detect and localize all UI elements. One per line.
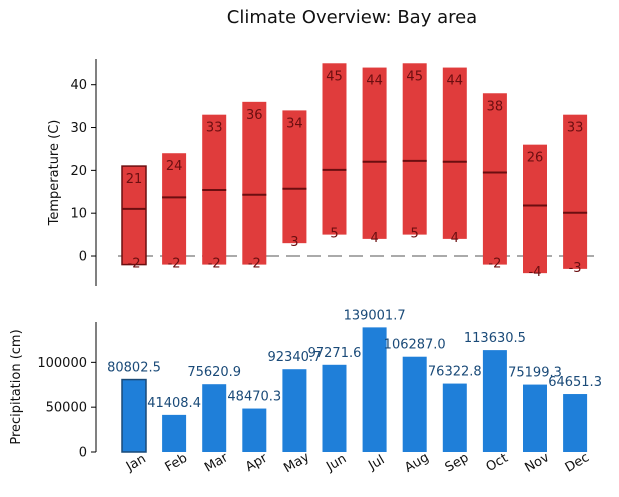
temp-min-label: 5 xyxy=(411,227,419,242)
temp-range-bar-oct xyxy=(482,93,507,265)
x-tick-label: Jun xyxy=(323,451,349,475)
precip-bar-apr xyxy=(242,408,267,452)
chart-title: Climate Overview: Bay area xyxy=(227,7,477,28)
precip-bar-nov xyxy=(523,384,547,452)
temp-range-bar-jul xyxy=(362,67,387,239)
temp-range-bar-nov xyxy=(523,144,547,274)
precip-value-label: 64651.3 xyxy=(548,375,602,390)
precip-value-label: 139001.7 xyxy=(344,308,406,323)
temp-max-label: 33 xyxy=(567,121,584,136)
temp-max-label: 36 xyxy=(246,108,263,123)
temp-range-bar-dec xyxy=(563,114,588,269)
x-tick-label: Oct xyxy=(484,451,511,475)
x-tick-label: Jul xyxy=(365,453,387,474)
temp-max-label: 24 xyxy=(166,159,183,174)
precipitation-panel: 0 50000 100000 Precipitation (cm) 80802.5 Jan… xyxy=(9,308,602,476)
temp-max-label: 38 xyxy=(487,99,504,114)
temp-range-bar-feb xyxy=(162,153,187,265)
temp-max-label: 33 xyxy=(206,121,223,136)
precip-value-label: 113630.5 xyxy=(464,331,526,346)
precip-value-label: 80802.5 xyxy=(107,361,161,376)
x-tick-label: Aug xyxy=(402,450,431,476)
temp-min-label: -2 xyxy=(488,257,501,272)
temp-min-label: 5 xyxy=(330,227,338,242)
precip-value-label: 75620.9 xyxy=(187,365,241,380)
precip-value-label: 92340.7 xyxy=(268,350,322,365)
precip-y-axis-label: Precipitation (cm) xyxy=(9,329,24,444)
x-tick-label: Nov xyxy=(523,450,553,476)
temperature-panel: 0 10 20 30 40 Temperature (C) 21 -2 24 -2 33 -2 36 -2… xyxy=(47,59,600,286)
precip-bar-aug xyxy=(402,356,427,452)
temp-max-label: 45 xyxy=(406,69,423,84)
temp-y-tick-label: 0 xyxy=(79,250,87,265)
precip-bar-jan xyxy=(121,378,147,453)
temp-min-label: 3 xyxy=(290,235,298,250)
precip-bar-sep xyxy=(442,383,467,452)
temp-y-tick-label: 40 xyxy=(70,78,87,93)
x-tick-label: Jan xyxy=(123,451,149,475)
temp-range-bar-aug xyxy=(402,63,427,235)
precip-bar-dec xyxy=(563,394,588,452)
precip-y-tick-label: 0 xyxy=(79,446,87,461)
precip-value-label: 106287.0 xyxy=(384,338,446,353)
temp-range-bar-jan xyxy=(121,165,147,266)
temp-range-bar-apr xyxy=(242,101,267,265)
temp-max-label: 34 xyxy=(286,116,303,131)
precip-value-label: 97271.6 xyxy=(308,346,362,361)
temp-min-label: -3 xyxy=(569,261,582,276)
precip-bar-jun xyxy=(322,364,347,452)
precip-value-label: 76322.8 xyxy=(428,365,482,380)
temp-range-bar-sep xyxy=(442,67,467,239)
x-tick-label: Dec xyxy=(563,450,592,476)
temp-max-label: 21 xyxy=(126,172,143,187)
x-tick-label: Sep xyxy=(443,450,472,475)
temp-min-label: -2 xyxy=(248,257,261,272)
temp-min-label: -2 xyxy=(128,257,141,272)
temp-y-axis-label: Temperature (C) xyxy=(47,120,62,227)
precip-y-tick-label: 50000 xyxy=(46,401,87,416)
precip-bar-oct xyxy=(482,350,507,452)
precip-value-label: 75199.3 xyxy=(508,366,562,381)
temp-y-tick-label: 10 xyxy=(70,207,87,222)
temp-range-bar-jun xyxy=(322,63,347,235)
x-tick-label: Mar xyxy=(202,450,231,476)
precip-bar-mar xyxy=(202,384,227,452)
temp-min-label: -2 xyxy=(168,257,181,272)
precip-value-label: 48470.3 xyxy=(227,390,281,405)
temp-max-label: 44 xyxy=(447,74,464,89)
temp-y-tick-label: 20 xyxy=(70,164,87,179)
precip-bar-may xyxy=(282,369,307,452)
temp-max-label: 45 xyxy=(326,69,343,84)
temp-range-bar-may xyxy=(282,110,307,244)
x-tick-label: Apr xyxy=(243,451,271,476)
precip-value-label: 41408.4 xyxy=(147,396,201,411)
temp-min-label: 4 xyxy=(370,231,378,246)
precip-bar-feb xyxy=(162,414,187,452)
precip-y-tick-label: 100000 xyxy=(37,356,87,371)
x-tick-label: Feb xyxy=(163,451,190,476)
precip-bar-jul xyxy=(362,327,387,452)
temp-max-label: 26 xyxy=(527,151,544,166)
temp-y-tick-label: 30 xyxy=(70,121,87,136)
temp-max-label: 44 xyxy=(366,74,383,89)
x-tick-label: May xyxy=(281,450,312,477)
temp-min-label: 4 xyxy=(451,231,459,246)
temp-min-label: -4 xyxy=(529,265,542,280)
temp-min-label: -2 xyxy=(208,257,221,272)
